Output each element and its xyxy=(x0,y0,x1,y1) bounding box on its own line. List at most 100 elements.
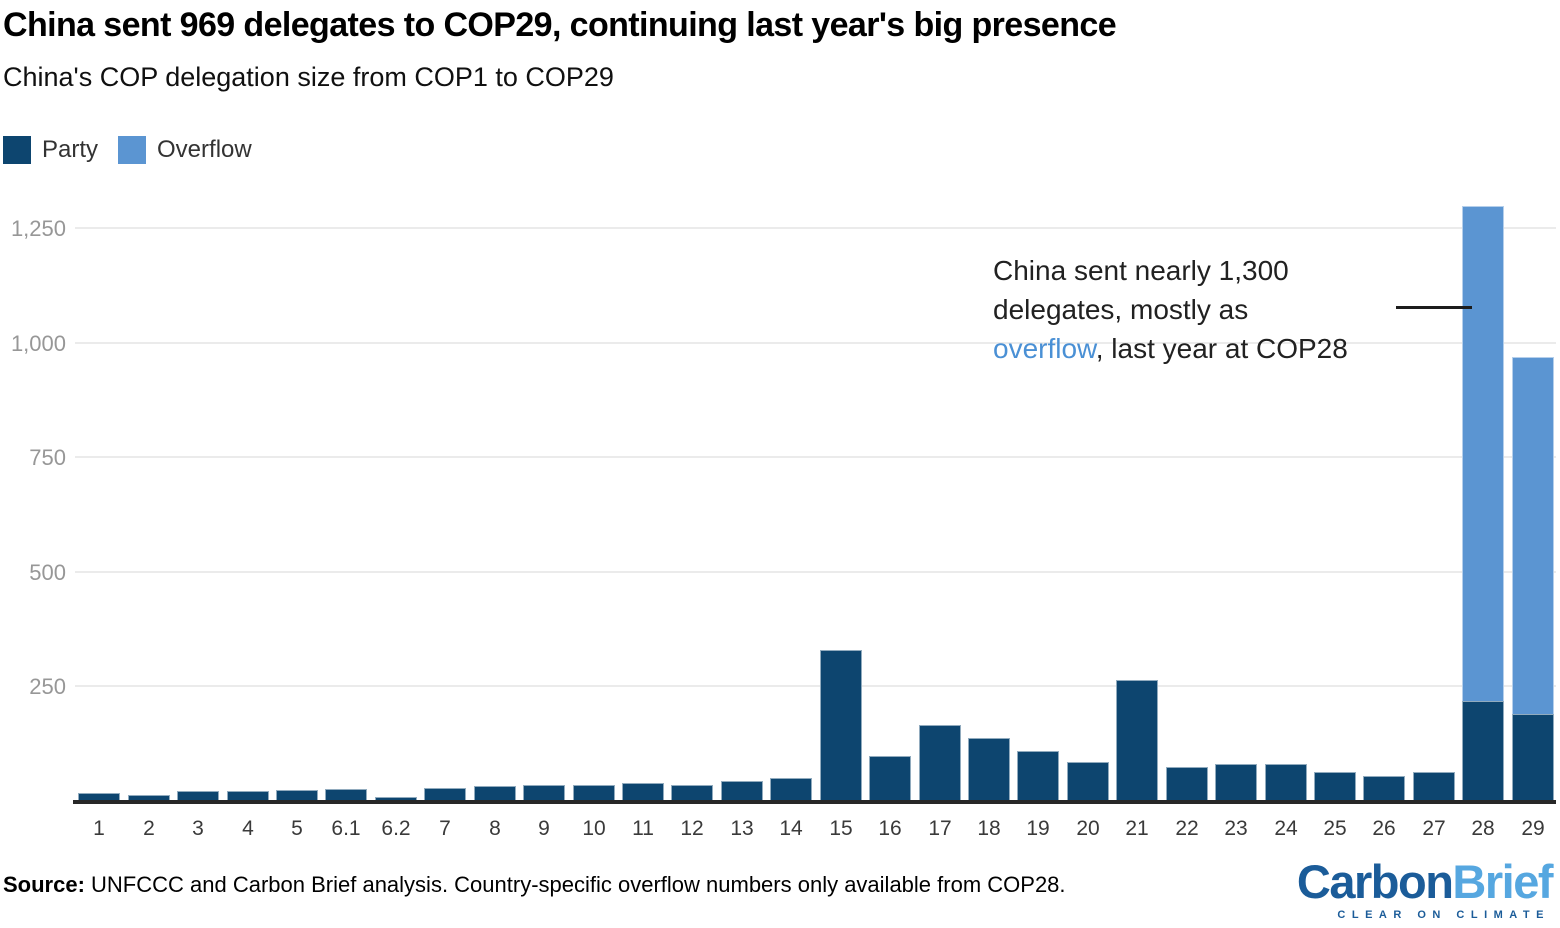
x-axis-label-20: 20 xyxy=(1076,817,1100,840)
bar-cop24[interactable] xyxy=(1265,764,1307,801)
logo-brief-text: Brief xyxy=(1452,855,1553,908)
x-axis-label-21: 21 xyxy=(1125,817,1149,840)
bar-cop22-party-segment[interactable] xyxy=(1166,767,1208,801)
x-axis-label-14: 14 xyxy=(779,817,803,840)
x-axis-label-13: 13 xyxy=(730,817,754,840)
bar-cop5-party-segment[interactable] xyxy=(276,790,318,801)
x-axis-label-10: 10 xyxy=(582,817,606,840)
bar-cop12-party-segment[interactable] xyxy=(671,785,713,801)
bar-cop1-party-segment[interactable] xyxy=(78,793,120,801)
party-color-swatch xyxy=(3,136,31,164)
bar-cop9[interactable] xyxy=(523,785,565,801)
x-axis-label-18: 18 xyxy=(977,817,1001,840)
bar-cop16[interactable] xyxy=(869,756,911,801)
x-axis-label-3: 3 xyxy=(192,817,204,840)
bar-cop6.2[interactable] xyxy=(375,797,417,801)
bar-cop27[interactable] xyxy=(1413,772,1455,801)
bar-cop16-party-segment[interactable] xyxy=(869,756,911,801)
bar-cop3-party-segment[interactable] xyxy=(177,791,219,801)
annotation-line-2: delegates, mostly as xyxy=(993,290,1423,329)
legend-item-overflow[interactable]: Overflow xyxy=(118,136,252,164)
bar-cop25-party-segment[interactable] xyxy=(1314,772,1356,801)
bar-cop21-party-segment[interactable] xyxy=(1116,680,1158,801)
bar-cop20[interactable] xyxy=(1067,762,1109,801)
overflow-color-swatch xyxy=(118,136,147,164)
x-axis-label-12: 12 xyxy=(680,817,704,840)
bar-cop6.1[interactable] xyxy=(325,789,367,801)
x-axis-label-27: 27 xyxy=(1422,817,1446,840)
bar-cop28-overflow-segment[interactable] xyxy=(1462,206,1504,701)
bar-cop13[interactable] xyxy=(721,781,763,801)
bar-cop11-party-segment[interactable] xyxy=(622,783,664,801)
bar-cop27-party-segment[interactable] xyxy=(1413,772,1455,801)
bar-cop26-party-segment[interactable] xyxy=(1363,776,1405,801)
x-axis-label-6.2: 6.2 xyxy=(381,817,411,840)
x-axis-label-24: 24 xyxy=(1274,817,1298,840)
x-axis-label-1: 1 xyxy=(93,817,105,840)
bar-cop20-party-segment[interactable] xyxy=(1067,762,1109,801)
x-axis-label-4: 4 xyxy=(242,817,254,840)
bar-cop19[interactable] xyxy=(1017,751,1059,801)
annotation-pointer-line xyxy=(1396,306,1472,309)
bar-cop9-party-segment[interactable] xyxy=(523,785,565,801)
bar-cop3[interactable] xyxy=(177,791,219,801)
source-line: Source: UNFCCC and Carbon Brief analysis… xyxy=(3,872,1066,898)
bar-cop18[interactable] xyxy=(968,738,1010,801)
bar-cop8[interactable] xyxy=(474,786,516,801)
legend-label-party: Party xyxy=(42,136,99,163)
bar-cop23-party-segment[interactable] xyxy=(1215,764,1257,801)
bar-cop10-party-segment[interactable] xyxy=(573,785,615,801)
bar-cop8-party-segment[interactable] xyxy=(474,786,516,801)
bar-cop15[interactable] xyxy=(820,650,862,801)
source-label: Source: xyxy=(3,872,85,897)
bar-cop29-overflow-segment[interactable] xyxy=(1512,357,1554,714)
bar-cop6.1-party-segment[interactable] xyxy=(325,789,367,801)
bar-cop4[interactable] xyxy=(227,791,269,801)
y-axis-label-250: 250 xyxy=(29,674,66,699)
bar-cop28[interactable] xyxy=(1462,206,1504,801)
bar-cop7-party-segment[interactable] xyxy=(424,788,466,801)
legend-label-overflow: Overflow xyxy=(157,136,252,163)
bar-cop17[interactable] xyxy=(919,725,961,801)
bar-cop11[interactable] xyxy=(622,783,664,801)
x-axis-label-11: 11 xyxy=(632,817,654,840)
y-axis-label-750: 750 xyxy=(29,445,66,470)
x-axis-label-26: 26 xyxy=(1372,817,1396,840)
page-subtitle: China's COP delegation size from COP1 to… xyxy=(3,62,614,92)
x-axis-label-25: 25 xyxy=(1323,817,1347,840)
bar-cop29-party-segment[interactable] xyxy=(1512,714,1554,801)
y-axis-label-1250: 1,250 xyxy=(10,216,66,241)
bar-cop24-party-segment[interactable] xyxy=(1265,764,1307,801)
bar-cop22[interactable] xyxy=(1166,767,1208,801)
bar-cop18-party-segment[interactable] xyxy=(968,738,1010,801)
bar-cop6.2-party-segment[interactable] xyxy=(375,797,417,801)
gridline-1250 xyxy=(75,227,1556,229)
bar-cop13-party-segment[interactable] xyxy=(721,781,763,801)
bar-cop1[interactable] xyxy=(78,793,120,801)
bar-cop23[interactable] xyxy=(1215,764,1257,801)
bar-cop12[interactable] xyxy=(671,785,713,801)
x-axis-label-22: 22 xyxy=(1175,817,1199,840)
bar-cop17-party-segment[interactable] xyxy=(919,725,961,801)
bar-cop26[interactable] xyxy=(1363,776,1405,801)
bar-cop21[interactable] xyxy=(1116,680,1158,801)
bar-cop29[interactable] xyxy=(1512,357,1554,801)
logo-wordmark: CarbonBrief xyxy=(1296,855,1554,908)
bar-cop25[interactable] xyxy=(1314,772,1356,801)
bar-cop14[interactable] xyxy=(770,778,812,801)
legend-item-party[interactable]: Party xyxy=(3,136,98,164)
bar-cop2[interactable] xyxy=(128,795,170,801)
gridline-500 xyxy=(75,571,1556,573)
bar-cop2-party-segment[interactable] xyxy=(128,795,170,801)
bar-cop5[interactable] xyxy=(276,790,318,801)
bar-cop14-party-segment[interactable] xyxy=(770,778,812,801)
bar-cop15-party-segment[interactable] xyxy=(820,650,862,801)
bar-cop7[interactable] xyxy=(424,788,466,801)
bar-cop4-party-segment[interactable] xyxy=(227,791,269,801)
x-axis-label-16: 16 xyxy=(878,817,902,840)
bar-cop28-party-segment[interactable] xyxy=(1462,701,1504,801)
bar-cop19-party-segment[interactable] xyxy=(1017,751,1059,801)
x-axis-label-15: 15 xyxy=(829,817,853,840)
bar-cop10[interactable] xyxy=(573,785,615,801)
logo-carbon-text: Carbon xyxy=(1296,855,1454,908)
